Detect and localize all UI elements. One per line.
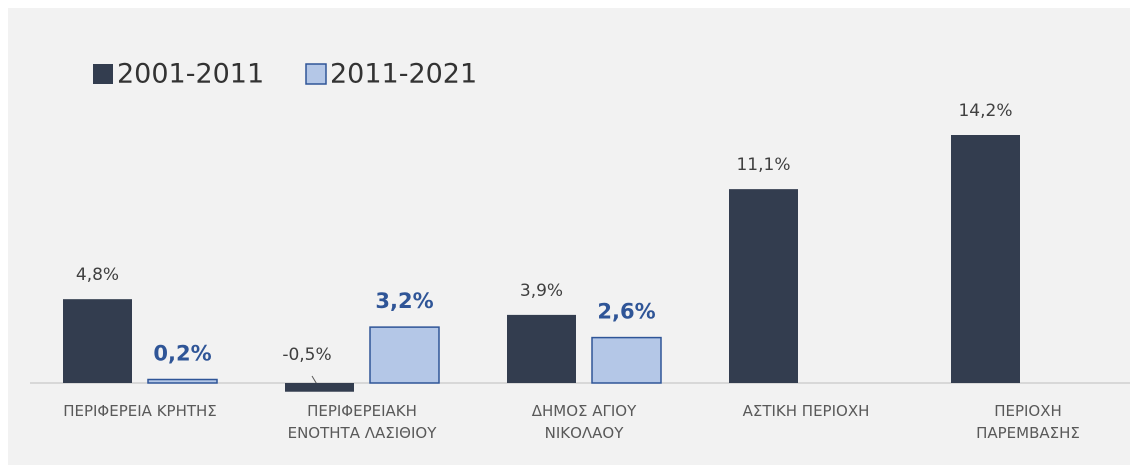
data-label: 14,2% <box>958 101 1012 121</box>
bar <box>285 383 354 392</box>
x-tick-label: ΑΣΤΙΚΗ ΠΕΡΙΟΧΗ <box>742 402 870 420</box>
data-label: 0,2% <box>153 342 211 366</box>
data-label: 11,1% <box>736 155 790 175</box>
x-tick-label: ΠΕΡΙΦΕΡΕΙΑ ΚΡΗΤΗΣ <box>63 402 217 420</box>
bar <box>951 135 1020 383</box>
bar <box>729 189 798 383</box>
x-tick-label: ΠΕΡΙΟΧΗ ΠΑΡΕΜΒΑΣΗΣ <box>976 402 1080 442</box>
bar <box>63 299 132 383</box>
legend-swatch <box>93 64 113 84</box>
data-label: -0,5% <box>282 345 331 365</box>
legend-label: 2011-2021 <box>330 59 477 90</box>
x-tick-label: ΔΗΜΟΣ ΑΓΙΟΥ ΝΙΚΟΛΑΟΥ <box>531 402 637 442</box>
data-label: 2,6% <box>597 300 655 324</box>
bar <box>147 378 218 384</box>
data-label: 4,8% <box>76 265 119 285</box>
bar <box>591 336 662 384</box>
legend-swatch <box>305 63 327 85</box>
plot-background <box>8 8 1130 465</box>
data-label: 3,9% <box>520 281 563 301</box>
bar <box>507 314 576 383</box>
legend-label: 2001-2011 <box>117 59 264 90</box>
bar <box>369 326 440 384</box>
x-tick-label: ΠΕΡΙΦΕΡΕΙΑΚΗ ΕΝΟΤΗΤΑ ΛΑΣΙΘΙΟΥ <box>287 402 437 442</box>
data-label: 3,2% <box>375 289 433 313</box>
